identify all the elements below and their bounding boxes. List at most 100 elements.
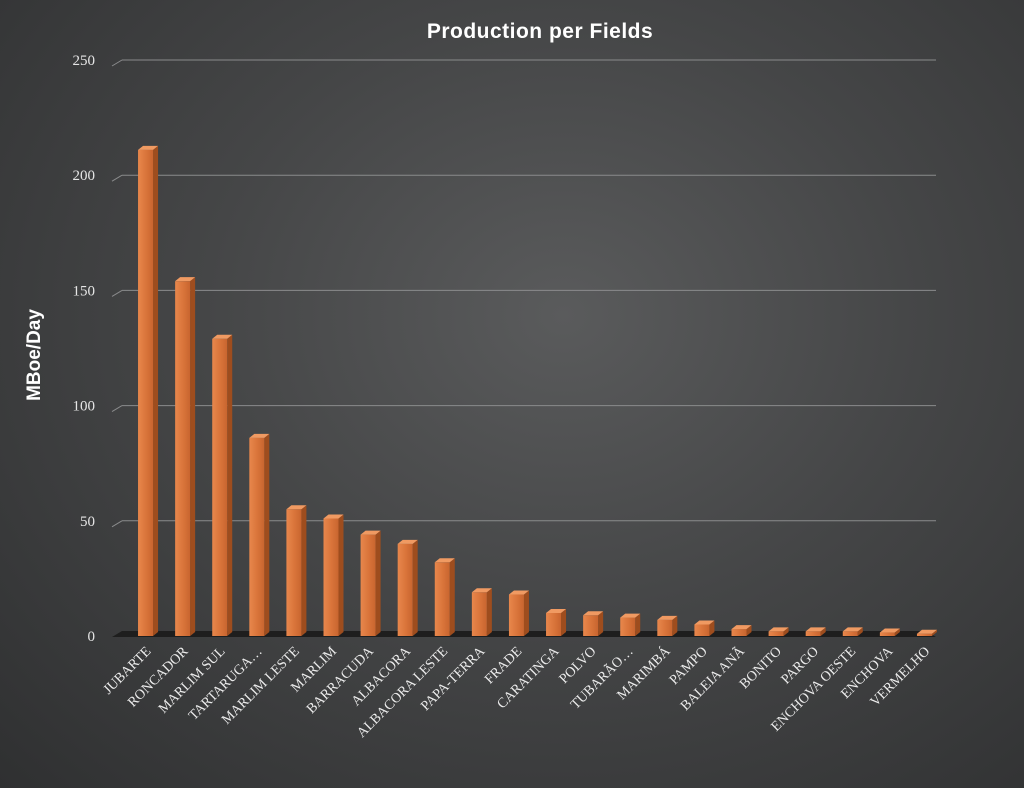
y-tick-label: 0 — [88, 629, 96, 645]
bar — [805, 627, 826, 636]
y-tick-labels: 0 50 100 150 200 250 — [73, 53, 96, 645]
bar-top — [434, 558, 455, 563]
bar — [694, 620, 715, 636]
bar — [397, 539, 418, 636]
bar-side — [857, 627, 863, 636]
bar-top — [583, 611, 604, 616]
bar-top — [323, 514, 344, 519]
bar-front — [286, 509, 302, 636]
bar-side — [227, 334, 233, 636]
y-axis-label: MBoe/Day — [24, 309, 45, 401]
bar-side — [486, 588, 492, 636]
bar-front — [323, 518, 339, 636]
bar-side — [301, 505, 307, 636]
bar-top — [397, 539, 418, 544]
bar-top — [286, 505, 307, 510]
bar-front — [879, 632, 895, 636]
bar-front — [916, 633, 932, 636]
bar — [249, 433, 270, 636]
bar-top — [805, 627, 826, 632]
bar — [138, 145, 159, 636]
bar-front — [583, 615, 599, 636]
bar — [657, 615, 678, 636]
bar-front — [731, 629, 747, 636]
bar-side — [746, 625, 752, 636]
bar-top — [842, 627, 863, 632]
bar-top — [731, 625, 752, 630]
bar-top — [694, 620, 715, 625]
bar-front — [471, 592, 487, 636]
bar-front — [360, 534, 376, 636]
bar-side — [598, 611, 604, 636]
bar-top — [508, 590, 529, 595]
bar-front — [508, 594, 524, 636]
bar-front — [249, 437, 265, 636]
chart-title: Production per Fields — [427, 20, 653, 43]
bar — [471, 588, 492, 636]
bar-front — [657, 619, 673, 636]
bar — [546, 608, 567, 636]
gridline-depth — [111, 174, 123, 182]
bar-top — [879, 628, 900, 633]
bar — [323, 514, 344, 636]
bar — [583, 611, 604, 636]
bar — [360, 530, 381, 636]
bar — [842, 627, 863, 636]
bar — [212, 334, 233, 636]
bar — [879, 628, 900, 636]
bar-side — [523, 590, 529, 636]
bar-front — [434, 562, 450, 636]
bar-front — [620, 617, 636, 636]
bar-top — [175, 277, 196, 282]
bar — [768, 627, 789, 636]
bar-top — [212, 334, 233, 339]
bar — [286, 505, 307, 636]
category-label: PAPA-TERRA — [418, 644, 488, 714]
bar-top — [657, 615, 678, 620]
bar-front — [805, 631, 821, 636]
bar-top — [768, 627, 789, 632]
bar-front — [546, 612, 562, 636]
gridline-depth — [111, 520, 123, 528]
bar-front — [768, 631, 784, 636]
bar-side — [338, 514, 344, 636]
gridlines — [111, 59, 936, 528]
bar-side — [672, 615, 678, 636]
bar-side — [561, 608, 567, 636]
bar-side — [412, 539, 418, 636]
bar-front — [212, 338, 228, 636]
bar-side — [375, 530, 381, 636]
bar-front — [397, 543, 413, 636]
y-tick-label: 250 — [73, 53, 96, 69]
bar-side — [820, 627, 826, 636]
bar-side — [635, 613, 641, 636]
bar-top — [916, 629, 937, 634]
bar — [434, 558, 455, 636]
bar-side — [190, 277, 196, 636]
bar-top — [546, 608, 567, 613]
y-tick-label: 150 — [73, 283, 96, 299]
bars — [138, 145, 937, 636]
bar-side — [783, 627, 789, 636]
bar-top — [138, 145, 159, 150]
bar-top — [620, 613, 641, 618]
bar-front — [138, 149, 154, 636]
bar — [620, 613, 641, 636]
bar-side — [709, 620, 715, 636]
bar — [508, 590, 529, 636]
bar-top — [360, 530, 381, 535]
y-tick-label: 200 — [73, 168, 96, 184]
bar-top — [249, 433, 270, 438]
gridline-depth — [111, 59, 123, 67]
y-tick-label: 100 — [73, 399, 96, 415]
bar-top — [471, 588, 492, 593]
bar-side — [931, 629, 937, 636]
y-tick-label: 50 — [80, 514, 95, 530]
bar-front — [175, 281, 191, 636]
bar-side — [449, 558, 455, 636]
bar-front — [694, 624, 710, 636]
category-label: BALEIA ANÃ — [677, 643, 748, 714]
bar — [731, 625, 752, 636]
